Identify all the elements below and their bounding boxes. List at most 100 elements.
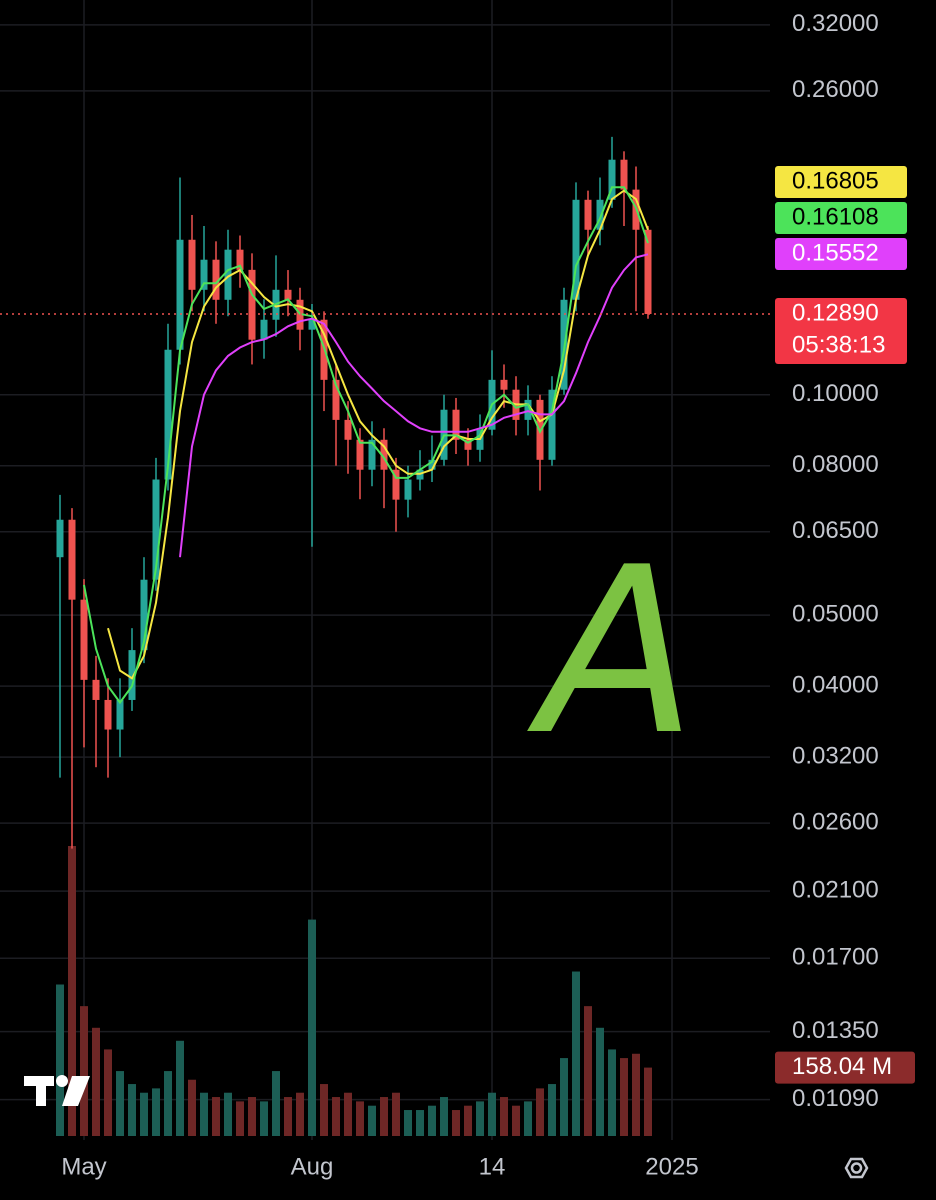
volume-bar — [632, 1053, 640, 1136]
candle-body — [284, 289, 292, 300]
volume-bar — [212, 1097, 220, 1136]
x-tick-label: Aug — [291, 1153, 334, 1180]
candle-body — [524, 399, 532, 420]
y-tick-label: 0.08000 — [792, 451, 879, 478]
volume-bar — [236, 1101, 244, 1136]
volume-bar — [368, 1105, 376, 1136]
volume-bar — [620, 1058, 628, 1136]
candle-body — [644, 229, 652, 315]
tradingview-logo — [24, 1075, 90, 1106]
volume-bar — [116, 1071, 124, 1136]
price-label-box — [775, 298, 907, 365]
candle-body — [404, 479, 412, 500]
volume-label: 158.04 M — [792, 1053, 892, 1080]
y-tick-label: 0.04000 — [792, 671, 879, 698]
settings-button[interactable] — [844, 1157, 869, 1179]
y-tick-label: 0.01090 — [792, 1085, 879, 1112]
candle-body — [104, 699, 112, 730]
candle-body — [380, 439, 388, 470]
volume-bar — [128, 1084, 136, 1136]
volume-bar — [320, 1084, 328, 1136]
volume-bar — [596, 1027, 604, 1136]
volume-bar — [332, 1097, 340, 1136]
volume-bar — [524, 1101, 532, 1136]
candle-body — [176, 239, 184, 350]
ma-line — [107, 189, 649, 680]
candle-body — [620, 159, 628, 190]
candle-body — [548, 389, 556, 460]
volume-bar — [500, 1097, 508, 1136]
volume-bar — [80, 1006, 88, 1136]
candle-body — [200, 259, 208, 290]
volume-bar — [164, 1071, 172, 1136]
volume-bar — [200, 1092, 208, 1136]
y-tick-label: 0.26000 — [792, 76, 879, 103]
candle-body — [248, 269, 256, 340]
volume-bar — [452, 1110, 460, 1136]
volume-bar — [404, 1110, 412, 1136]
volume-bar — [140, 1092, 148, 1136]
ma-line — [83, 186, 649, 705]
y-tick-label: 0.01350 — [792, 1017, 879, 1044]
volume-bar — [344, 1092, 352, 1136]
candle-body — [260, 319, 268, 340]
candle-body — [212, 259, 220, 300]
candle-body — [164, 349, 172, 480]
volume-bar — [272, 1071, 280, 1136]
volume-bar — [284, 1097, 292, 1136]
volume-pane — [56, 846, 652, 1136]
candle-body — [236, 249, 244, 270]
candle-body — [452, 409, 460, 440]
y-tick-label: 0.10000 — [792, 380, 879, 407]
volume-bar — [428, 1105, 436, 1136]
volume-bar — [176, 1040, 184, 1136]
volume-bar — [548, 1084, 556, 1136]
candle-body — [368, 439, 376, 470]
volume-bar — [392, 1092, 400, 1136]
volume-bar — [416, 1110, 424, 1136]
grid — [0, 0, 770, 1140]
volume-bar — [512, 1105, 520, 1136]
x-tick-label: May — [61, 1153, 106, 1180]
volume-bar — [560, 1058, 568, 1136]
price-label: 0.12890 — [792, 299, 879, 326]
candle-body — [92, 679, 100, 700]
volume-bar — [224, 1092, 232, 1136]
volume-label-box — [775, 1051, 915, 1084]
candle-body — [224, 249, 232, 300]
volume-bar — [488, 1092, 496, 1136]
candle-body — [392, 469, 400, 500]
ma-label: 0.15552 — [792, 239, 879, 266]
candle-body — [500, 379, 508, 390]
volume-bar — [584, 1006, 592, 1136]
x-tick-label: 14 — [479, 1153, 506, 1180]
y-tick-label: 0.32000 — [792, 10, 879, 37]
candle-body — [332, 379, 340, 420]
ma-label-box — [775, 166, 907, 198]
volume-bar — [260, 1101, 268, 1136]
volume-bar — [356, 1101, 364, 1136]
volume-bar — [476, 1101, 484, 1136]
y-tick-label: 0.02100 — [792, 876, 879, 903]
ma-label: 0.16805 — [792, 167, 879, 194]
ma-label-box — [775, 202, 907, 234]
annotation: A — [526, 519, 696, 786]
volume-bar — [608, 1049, 616, 1136]
candle-body — [140, 579, 148, 651]
volume-bar — [152, 1088, 160, 1136]
y-tick-label: 0.03200 — [792, 742, 879, 769]
volume-bar — [464, 1105, 472, 1136]
candle-body — [584, 199, 592, 230]
plot — [0, 136, 770, 849]
x-tick-label: 2025 — [645, 1153, 698, 1180]
candle-body — [596, 199, 604, 230]
volume-bar — [572, 971, 580, 1136]
countdown: 05:38:13 — [792, 331, 885, 358]
volume-bar — [296, 1092, 304, 1136]
ma-line — [179, 253, 649, 558]
candle-body — [56, 519, 64, 558]
candle-body — [308, 319, 316, 330]
volume-bar — [104, 1049, 112, 1136]
candle-body — [464, 439, 472, 450]
